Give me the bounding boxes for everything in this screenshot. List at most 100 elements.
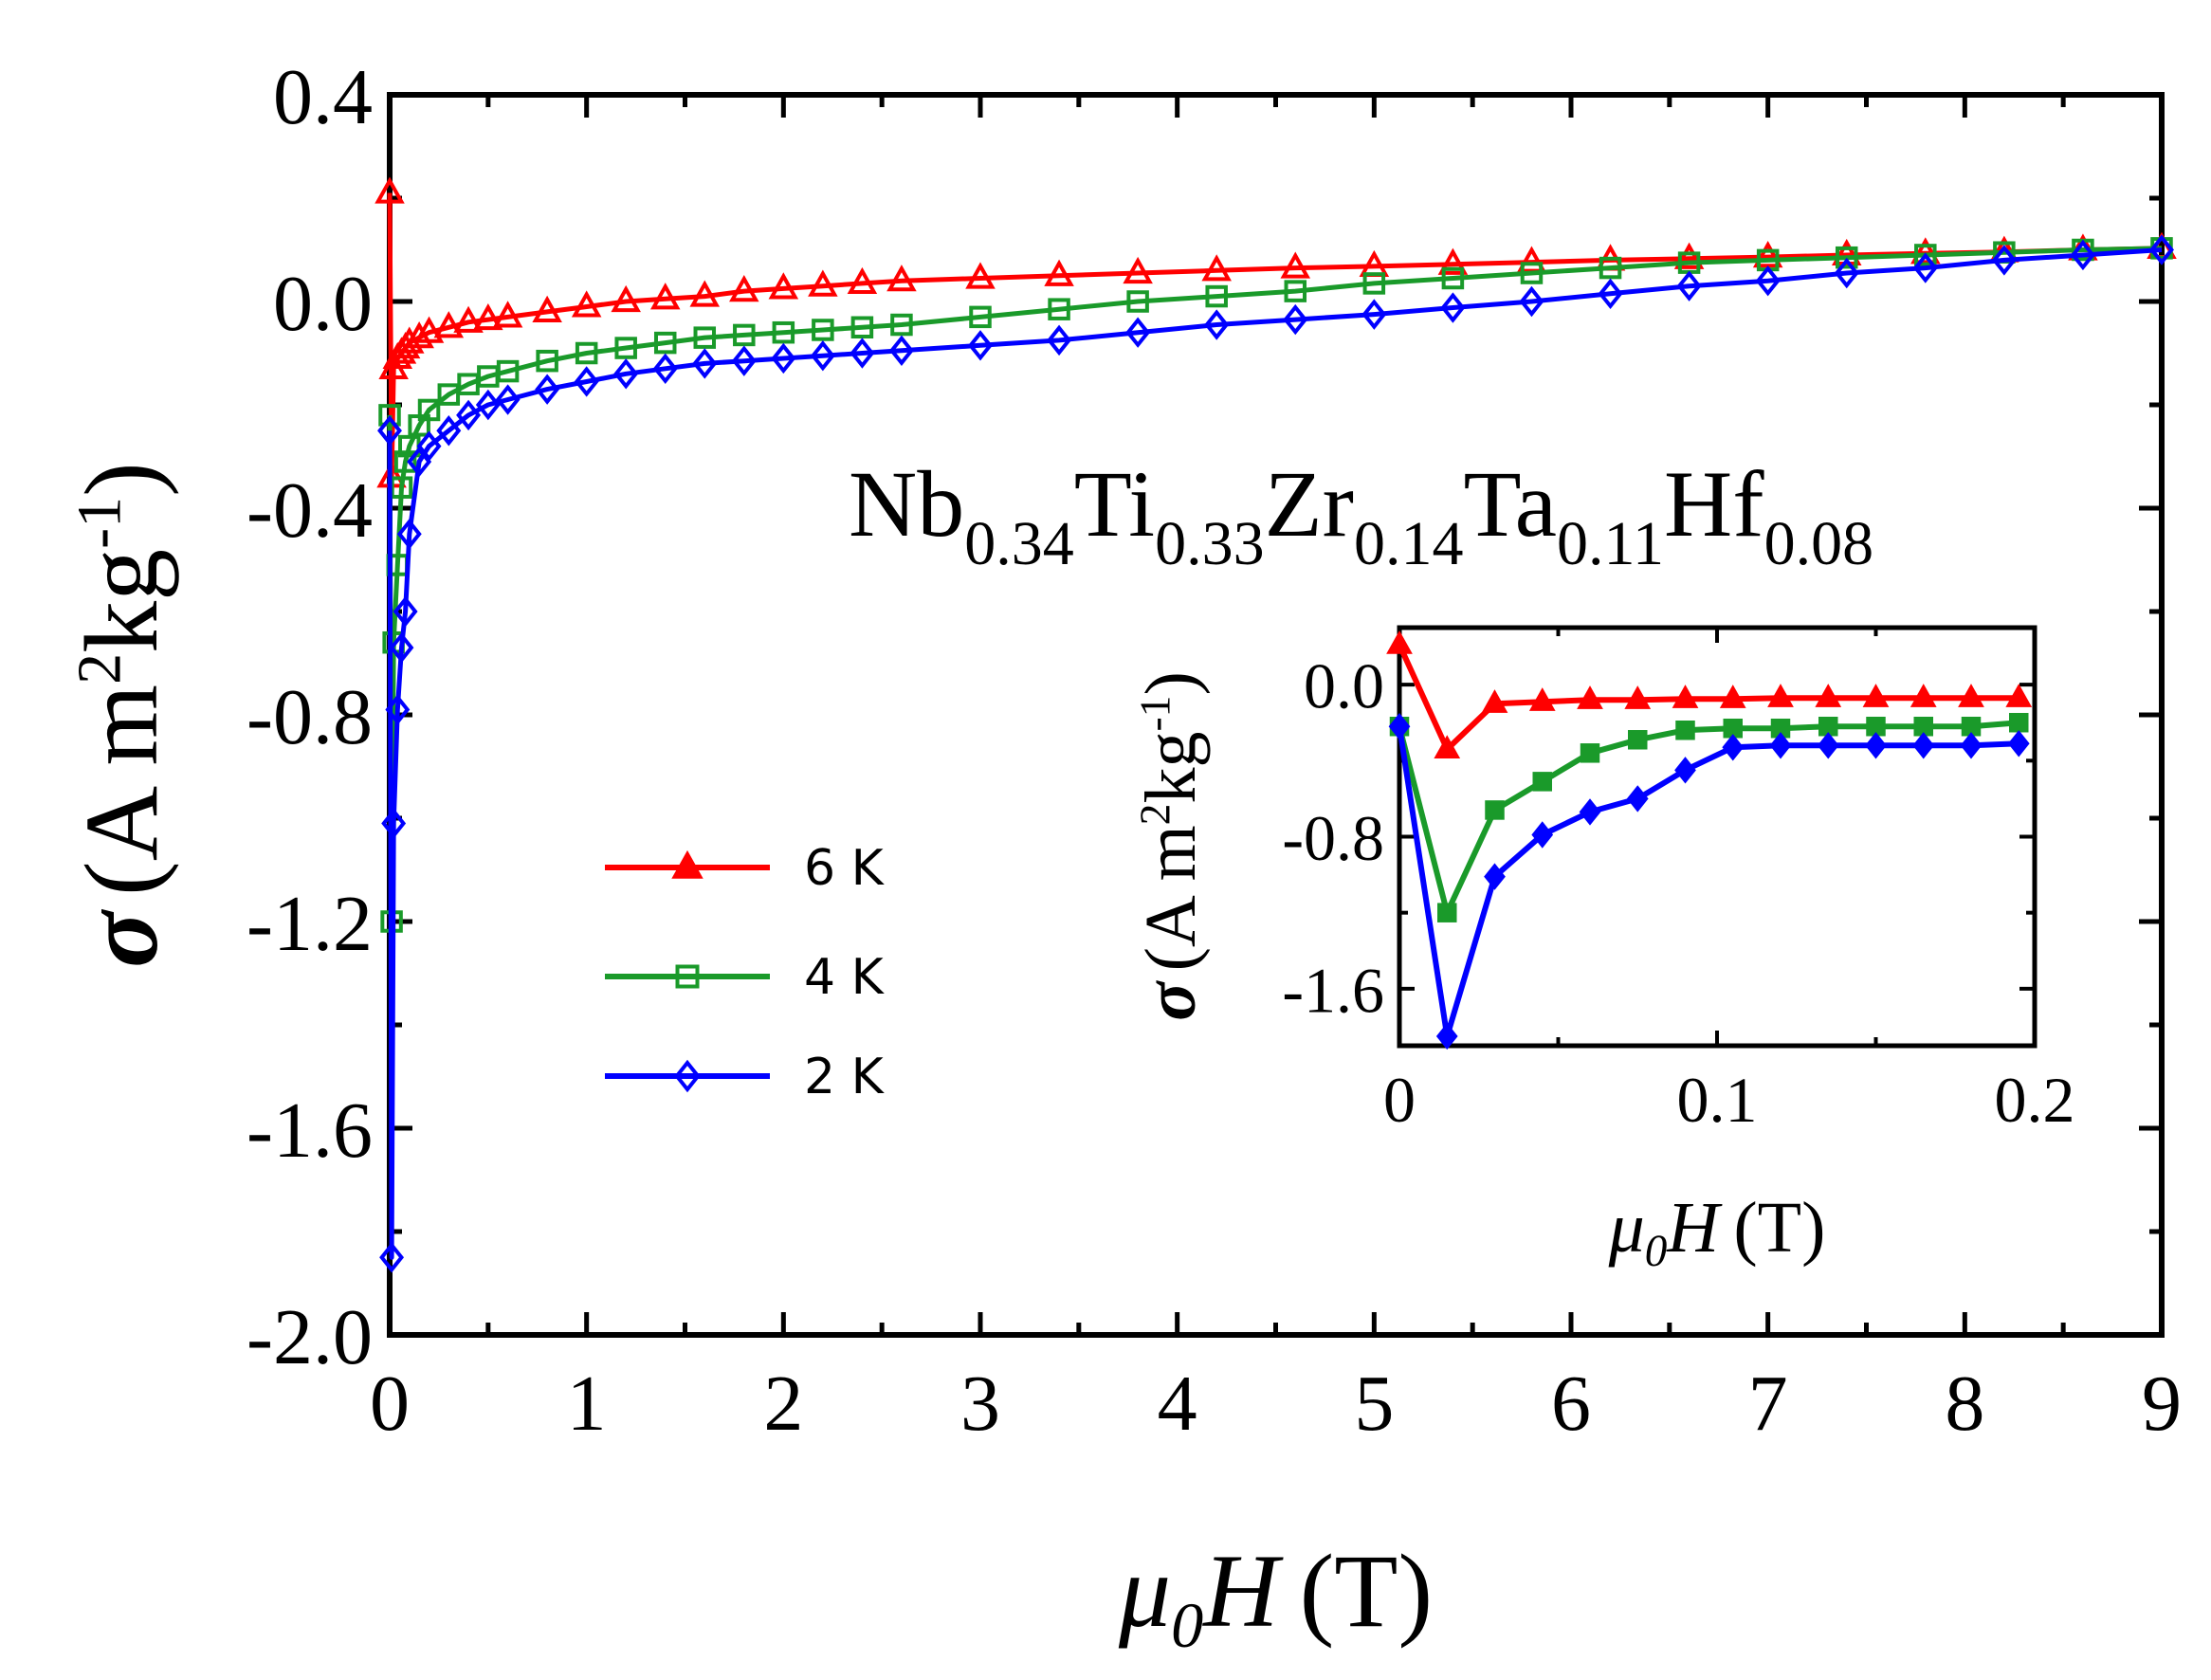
inset-x-axis-mu: μ bbox=[1608, 1188, 1645, 1268]
main-data-point bbox=[1755, 265, 1781, 297]
inset-data-point bbox=[1722, 734, 1745, 761]
main-y-axis-kg: kg bbox=[64, 549, 179, 653]
main-chart: 0 1 2 3 4 5 6 7 8 90.40.0-0.4-0.8-1.2-1.6-2.0μ0H(… bbox=[64, 53, 2182, 1661]
inset-data-point bbox=[1672, 685, 1699, 708]
main-data-point bbox=[393, 450, 417, 473]
main-data-point bbox=[1205, 284, 1228, 308]
main-data-point bbox=[1910, 237, 1941, 265]
main-data-point bbox=[810, 340, 835, 372]
main-y-tick-label: -0.4 bbox=[247, 466, 373, 555]
inset-data-point bbox=[1485, 800, 1505, 820]
legend-marker bbox=[671, 849, 704, 879]
main-x-tick-label: 2 bbox=[763, 1360, 803, 1448]
inset-data-point bbox=[1723, 718, 1743, 739]
inset-series-2k bbox=[1388, 713, 2030, 1050]
legend-marker bbox=[675, 964, 700, 989]
inset-y-tick-label: -0.8 bbox=[1282, 802, 1384, 874]
main-data-point bbox=[689, 280, 721, 307]
inset-y-axis-exp: -1 bbox=[1130, 696, 1179, 732]
main-data-point bbox=[1520, 262, 1544, 284]
main-x-tick-label: 3 bbox=[960, 1360, 1000, 1448]
main-data-point bbox=[888, 335, 914, 366]
inset-x-axis-unit: (T) bbox=[1733, 1188, 1825, 1268]
main-y-axis-sq: 2 bbox=[65, 653, 135, 685]
main-data-point bbox=[1204, 309, 1230, 340]
compound-subscript: 0.33 bbox=[1155, 509, 1265, 578]
main-data-point bbox=[535, 374, 560, 405]
main-y-tick-label: -1.2 bbox=[247, 880, 373, 968]
inset-data-point bbox=[1769, 732, 1792, 759]
main-data-point bbox=[2149, 234, 2174, 265]
inset-data-point bbox=[1435, 1022, 1458, 1050]
main-data-point bbox=[473, 302, 503, 331]
main-data-point bbox=[613, 358, 639, 390]
inset-data-point bbox=[1675, 720, 1695, 740]
main-x-tick-label: 0 bbox=[370, 1360, 410, 1448]
main-data-point bbox=[850, 338, 875, 369]
compound-subscript: 0.11 bbox=[1557, 509, 1664, 578]
main-x-axis-H: H bbox=[1201, 1533, 1284, 1649]
main-data-point bbox=[436, 415, 462, 447]
main-x-axis-mu: μ bbox=[1118, 1533, 1171, 1649]
inset-data-point bbox=[1767, 684, 1794, 707]
legend-label: 4 K bbox=[804, 949, 886, 1006]
main-data-point bbox=[771, 342, 796, 374]
main-data-point bbox=[475, 389, 501, 421]
main-data-point bbox=[2070, 239, 2095, 271]
compound-subscript: 0.14 bbox=[1354, 509, 1464, 578]
main-data-point bbox=[1834, 257, 1859, 289]
inset-data-point bbox=[1484, 863, 1506, 890]
main-data-point bbox=[532, 295, 562, 322]
inset-data-point bbox=[1674, 757, 1696, 784]
main-x-axis-sub: 0 bbox=[1171, 1589, 1203, 1661]
inset-data-point bbox=[1528, 687, 1556, 711]
inset-data-point bbox=[1626, 785, 1649, 813]
main-data-point bbox=[850, 316, 874, 338]
main-data-point bbox=[389, 631, 414, 664]
inset-x-tick-label: 0.2 bbox=[1995, 1064, 2075, 1136]
main-y-axis-label: σ (A m2kg-1) bbox=[64, 462, 179, 967]
inset-data-point bbox=[1719, 685, 1746, 708]
main-data-point bbox=[393, 595, 418, 628]
inset-data-point bbox=[1862, 684, 1890, 707]
main-data-point bbox=[492, 301, 523, 328]
inset-data-point bbox=[1865, 732, 1887, 759]
main-data-point bbox=[394, 326, 425, 354]
main-data-point bbox=[652, 353, 678, 385]
main-data-point bbox=[1519, 285, 1544, 318]
main-data-point bbox=[1914, 244, 1937, 266]
main-data-point bbox=[768, 272, 799, 300]
main-data-point bbox=[729, 275, 759, 302]
main-data-point bbox=[808, 269, 838, 297]
main-data-point bbox=[1044, 259, 1074, 286]
legend: 6 K 4 K 2 K bbox=[605, 840, 886, 1105]
main-data-point bbox=[653, 331, 677, 355]
main-data-point bbox=[1201, 254, 1232, 282]
main-x-tick-label: 1 bbox=[567, 1360, 607, 1448]
main-data-point bbox=[1048, 298, 1070, 320]
main-data-point bbox=[407, 446, 432, 478]
main-data-point bbox=[614, 337, 637, 359]
main-data-point bbox=[847, 266, 878, 295]
main-data-point bbox=[571, 290, 602, 318]
main-data-point bbox=[416, 430, 442, 462]
legend-label: 6 K bbox=[804, 840, 886, 897]
main-data-point bbox=[1835, 246, 1858, 269]
inset-data-point bbox=[2005, 684, 2033, 707]
main-x-axis-label: μ0H (T) bbox=[1118, 1533, 1433, 1661]
main-data-point bbox=[1125, 317, 1151, 348]
main-data-point bbox=[968, 330, 993, 361]
main-data-point bbox=[1047, 324, 1072, 356]
main-data-point bbox=[456, 399, 482, 431]
inset-data-point bbox=[1579, 798, 1601, 826]
main-data-point bbox=[1991, 245, 2017, 276]
main-data-point bbox=[1673, 242, 1705, 269]
legend-marker bbox=[674, 1059, 701, 1093]
main-data-point bbox=[812, 319, 834, 341]
main-series-2k bbox=[377, 234, 2174, 1273]
inset-y-tick-label: 0.0 bbox=[1304, 650, 1384, 722]
main-x-axis-unit: (T) bbox=[1300, 1533, 1433, 1649]
main-data-point bbox=[1280, 251, 1311, 279]
legend-label: 2 K bbox=[804, 1049, 886, 1105]
